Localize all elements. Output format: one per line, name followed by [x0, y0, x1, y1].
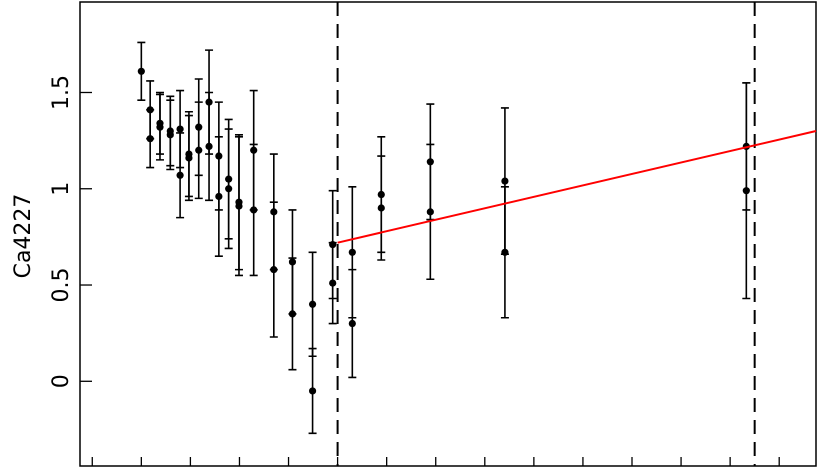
point	[146, 135, 154, 143]
point	[308, 300, 317, 308]
y-axis-label: Ca4227	[11, 194, 36, 279]
point	[501, 248, 509, 256]
point	[348, 319, 356, 328]
point	[742, 187, 750, 195]
point	[235, 202, 243, 210]
point	[426, 208, 434, 216]
point	[308, 387, 317, 395]
point	[137, 67, 145, 75]
point	[377, 204, 385, 212]
point	[166, 131, 174, 139]
point	[195, 146, 203, 154]
fit-line	[337, 130, 817, 244]
point	[185, 150, 193, 158]
point	[270, 266, 278, 274]
point	[205, 142, 213, 150]
point	[250, 206, 258, 214]
point	[501, 177, 509, 185]
point	[225, 185, 233, 193]
y-tick-label: 0.5	[49, 268, 74, 303]
point	[288, 310, 297, 318]
point	[348, 248, 356, 256]
point	[329, 279, 337, 287]
point	[156, 123, 164, 131]
y-tick-label: 1	[49, 182, 74, 196]
plot-frame	[79, 1, 817, 467]
point	[215, 192, 223, 201]
y-tick-label: 0	[49, 374, 74, 388]
y-tick-label: 1.5	[49, 75, 74, 110]
point	[176, 125, 184, 133]
point	[176, 171, 184, 179]
